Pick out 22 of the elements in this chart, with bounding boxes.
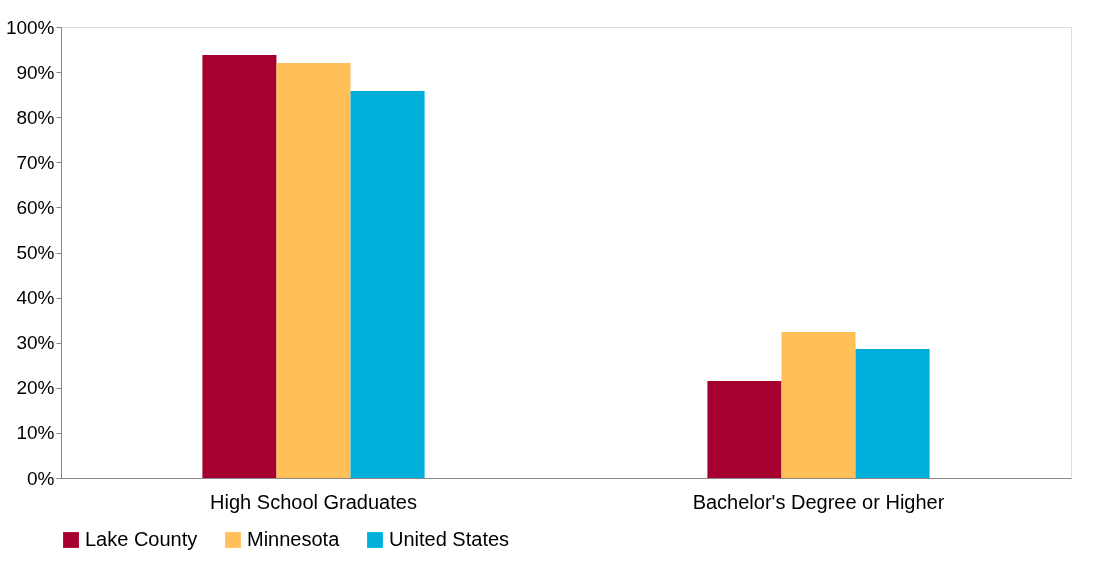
bar (202, 54, 277, 478)
x-tick-label: High School Graduates (210, 490, 417, 513)
y-tick-label: 100% (5, 16, 55, 38)
legend-label: United States (389, 528, 510, 550)
y-tick-label: 60% (16, 196, 55, 218)
y-tick-label: 30% (16, 332, 55, 354)
x-tick-label: Bachelor's Degree or Higher (692, 490, 945, 513)
bar (855, 349, 930, 478)
y-tick-label: 80% (16, 106, 55, 128)
y-tick-label: 20% (16, 377, 55, 399)
y-tick-label: 40% (16, 287, 55, 309)
legend-label: Lake County (85, 528, 198, 550)
y-tick-label: 0% (27, 467, 55, 489)
y-tick-label: 90% (16, 61, 55, 83)
y-tick-label: 10% (16, 422, 55, 444)
bar (781, 331, 856, 478)
bar (276, 63, 351, 478)
y-tick-label: 50% (16, 242, 55, 263)
y-tick-label: 70% (16, 151, 55, 173)
legend-label: Minnesota (247, 528, 341, 550)
bar (707, 381, 782, 478)
bar (350, 91, 425, 478)
